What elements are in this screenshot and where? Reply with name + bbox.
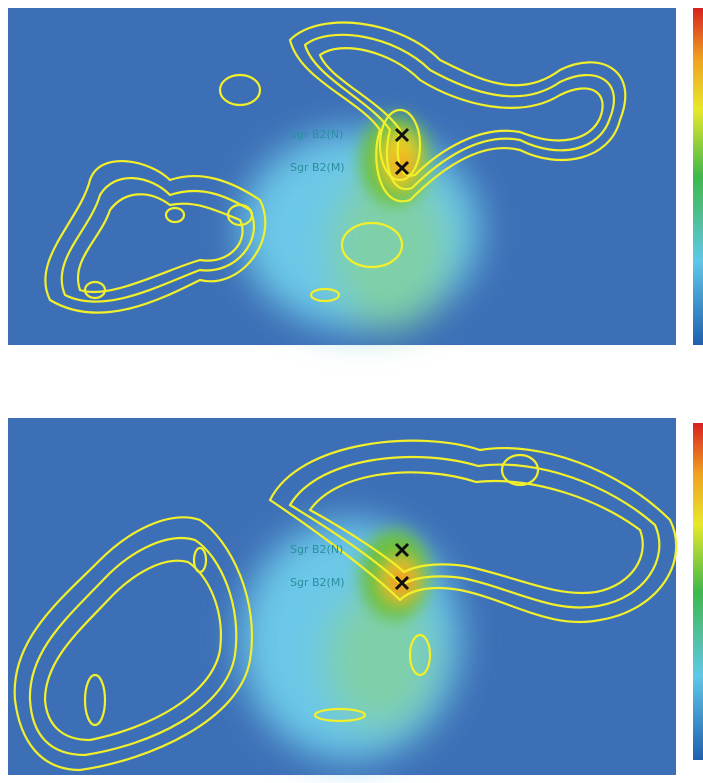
colorbar xyxy=(693,8,703,345)
panel-2: Sgr B2(N) Sgr B2(M) xyxy=(8,418,703,775)
figure: Sgr B2(N) Sgr B2(M) xyxy=(0,0,703,783)
source-label: Sgr B2(N) xyxy=(290,128,343,141)
source-label: Sgr B2(N) xyxy=(290,543,343,556)
source-label: Sgr B2(M) xyxy=(290,576,345,589)
panel-1: Sgr B2(N) Sgr B2(M) xyxy=(8,8,703,345)
colorbar xyxy=(693,423,703,760)
source-label: Sgr B2(M) xyxy=(290,161,345,174)
